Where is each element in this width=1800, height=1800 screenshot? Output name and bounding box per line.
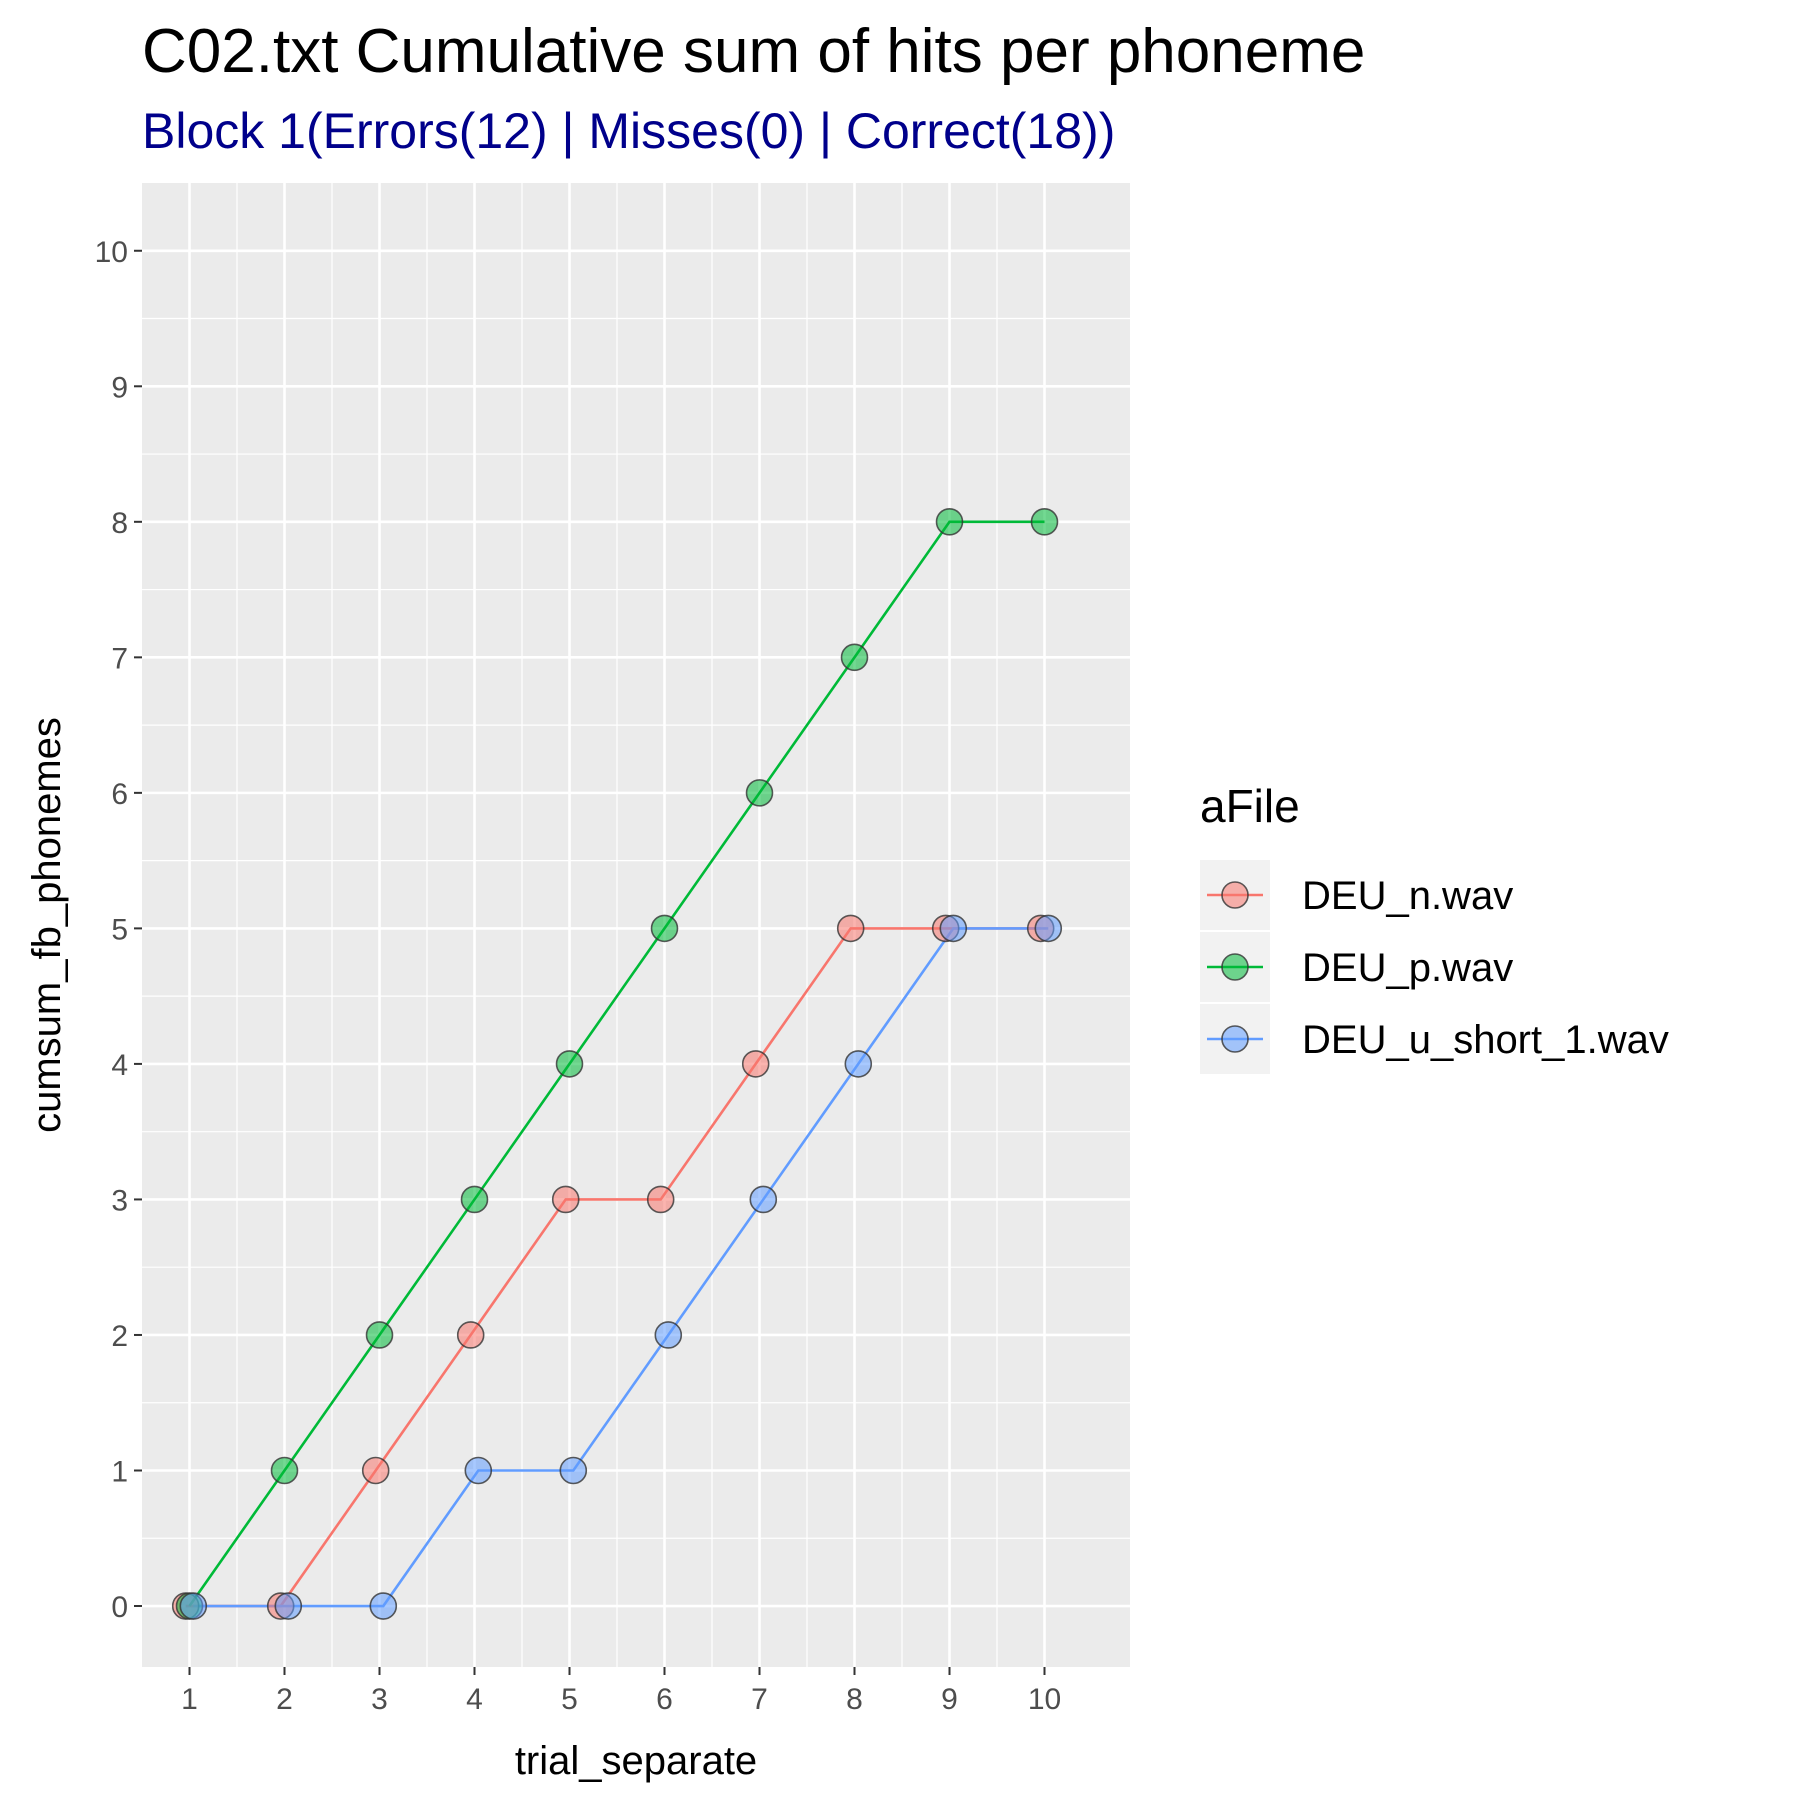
data-point	[361, 1456, 390, 1485]
y-tick-label: 3	[111, 1184, 128, 1217]
legend-label: DEU_n.wav	[1302, 874, 1513, 918]
data-point	[551, 1185, 580, 1214]
y-tick-labels: 0 1 2 3 4 5 6 7 8 9 10	[95, 236, 128, 1624]
data-point	[1034, 914, 1063, 943]
data-point	[745, 779, 774, 807]
legend-title: aFile	[1200, 780, 1300, 832]
data-point	[365, 1321, 394, 1349]
legend: aFile DEU_n.wav DEU_p.wav DEU_u_short_1.wa…	[1200, 780, 1669, 1074]
data-point	[840, 643, 869, 672]
x-tick-label: 2	[276, 1683, 293, 1716]
y-tick-label: 9	[111, 371, 128, 404]
data-point	[939, 914, 968, 943]
x-tick-label: 3	[371, 1683, 388, 1716]
data-point	[741, 1050, 770, 1078]
data-point	[369, 1592, 398, 1620]
series-points	[171, 508, 1063, 1620]
data-point	[460, 1185, 489, 1214]
x-axis-title: trial_separate	[515, 1739, 757, 1783]
x-tick-label: 6	[656, 1683, 673, 1716]
data-point	[654, 1321, 683, 1349]
series-line	[185, 927, 1041, 1608]
x-tick-label: 9	[941, 1683, 958, 1716]
legend-label: DEU_u_short_1.wav	[1302, 1018, 1669, 1062]
data-point	[836, 914, 865, 943]
legend-key-point	[1221, 1025, 1249, 1053]
data-point	[559, 1456, 588, 1485]
grid-minor	[142, 183, 1130, 1667]
y-tick-label: 10	[95, 236, 128, 269]
data-point	[646, 1185, 675, 1214]
legend-key-point	[1221, 953, 1249, 981]
plot-panel	[142, 183, 1130, 1667]
x-tick-labels: 1 2 3 4 5 6 7 8 9 10	[181, 1683, 1061, 1716]
y-axis-title: cumsum_fb_phonemes	[25, 717, 69, 1133]
data-point	[650, 914, 679, 943]
series-lines	[185, 520, 1049, 1608]
x-tick-label: 10	[1028, 1683, 1061, 1716]
y-tick-label: 6	[111, 778, 128, 811]
chart-title: C02.txt Cumulative sum of hits per phone…	[142, 17, 1365, 86]
data-point	[274, 1592, 303, 1620]
legend-label: DEU_p.wav	[1302, 946, 1513, 990]
y-tick-label: 2	[111, 1320, 128, 1353]
data-point	[844, 1050, 873, 1078]
data-point	[1030, 508, 1059, 536]
legend-key-point	[1221, 881, 1249, 909]
chart-subtitle: Block 1(Errors(12) | Misses(0) | Correct…	[142, 103, 1115, 159]
y-tick-label: 5	[111, 913, 128, 946]
y-tick-label: 8	[111, 507, 128, 540]
data-point	[935, 508, 964, 536]
data-point	[456, 1321, 485, 1349]
series-line	[193, 927, 1049, 1608]
x-tick-label: 5	[561, 1683, 578, 1716]
x-tick-label: 7	[751, 1683, 768, 1716]
data-point	[270, 1456, 299, 1485]
data-point	[464, 1456, 493, 1485]
x-tick-label: 8	[846, 1683, 863, 1716]
y-tick-label: 1	[111, 1455, 128, 1488]
y-tick-label: 0	[111, 1591, 128, 1624]
series-line	[188, 520, 1045, 1607]
y-tick-label: 7	[111, 642, 128, 675]
data-point	[555, 1050, 584, 1078]
axis-ticks	[134, 249, 1046, 1675]
x-tick-label: 1	[181, 1683, 198, 1716]
x-tick-label: 4	[466, 1683, 483, 1716]
data-point	[179, 1592, 208, 1620]
data-point	[749, 1185, 778, 1214]
y-tick-label: 4	[111, 1049, 128, 1082]
